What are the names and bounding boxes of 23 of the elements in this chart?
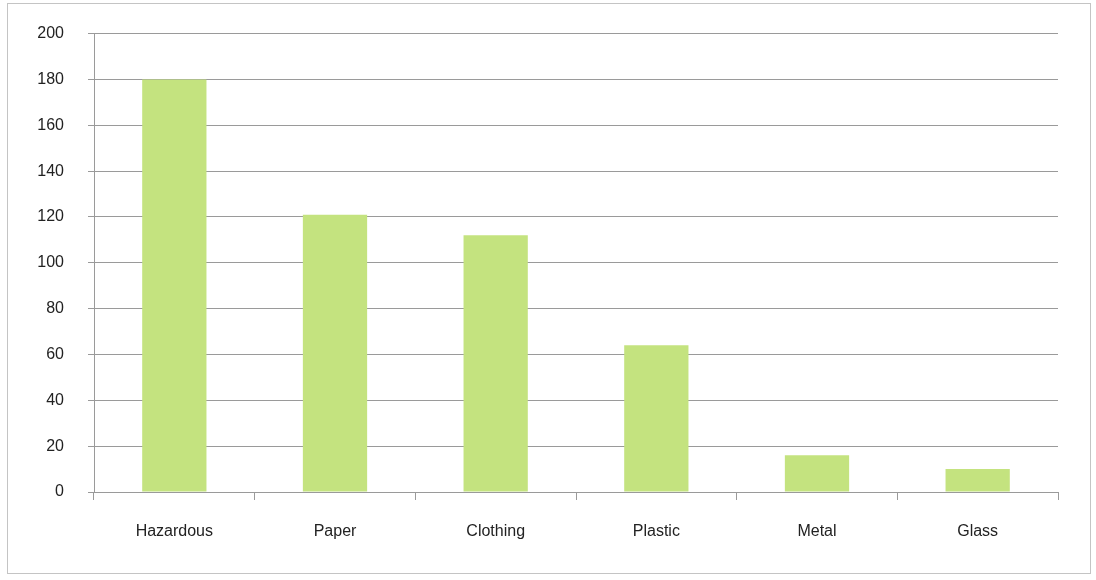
y-tick-label: 160 [37,115,65,133]
y-tick-label: 200 [37,24,65,42]
bar [142,79,207,492]
x-tick-label: Clothing [466,522,526,540]
y-tick-label: 80 [46,299,65,317]
bar [784,455,850,492]
y-tick-label: 20 [46,436,65,454]
bar [463,235,528,492]
x-tick-label: Plastic [632,522,680,540]
y-tick-label: 140 [37,161,65,179]
y-tick-label: 100 [37,253,65,271]
y-tick-label: 180 [37,69,65,87]
x-tick-label: Hazardous [135,522,214,540]
bar [302,214,368,492]
y-tick-label: 0 [55,482,65,500]
y-tick-label: 120 [37,207,65,225]
bar [945,469,1010,492]
y-tick-label: 60 [46,344,65,362]
x-tick-label: Paper [313,522,358,540]
y-tick-label: 40 [46,390,65,408]
bar [624,345,689,492]
x-tick-label: Metal [797,522,837,540]
x-tick-label: Glass [957,522,999,540]
